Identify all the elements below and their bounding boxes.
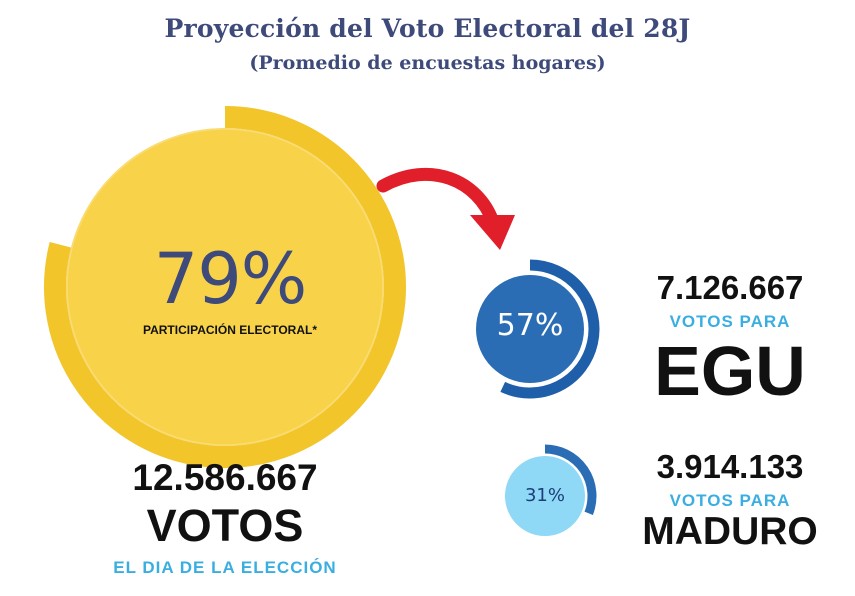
participation-arc (44, 106, 406, 468)
participation-percent: 79% (153, 238, 308, 320)
maduro-disc (505, 456, 585, 536)
maduro-votes: 3.914.133 (656, 448, 804, 485)
total-votes: 12.586.667 (132, 457, 318, 498)
participation-inner-ring (66, 128, 384, 446)
egu-percent: 57% (496, 308, 564, 343)
egu-gauge (476, 259, 600, 399)
participation-gauge (44, 106, 406, 468)
page-title: Proyección del Voto Electoral del 28J (164, 14, 691, 43)
maduro-percent: 31% (524, 485, 565, 506)
participation-disc (66, 128, 384, 446)
election-day-caption: EL DIA DE LA ELECCIÓN (113, 558, 337, 577)
participation-label: PARTICIPACIÓN ELECTORAL* (142, 323, 317, 337)
votes-word: VOTOS (146, 500, 304, 551)
egu-name: EGU (654, 332, 806, 410)
egu-votes-label: VOTOS PARA (669, 312, 791, 331)
maduro-name: MADURO (642, 510, 818, 553)
maduro-gauge (505, 444, 597, 536)
egu-votes: 7.126.667 (656, 269, 804, 306)
egu-disc (476, 275, 584, 383)
curved-arrow-icon (376, 167, 515, 250)
maduro-arc (544, 444, 597, 515)
maduro-votes-label: VOTOS PARA (669, 491, 791, 510)
egu-arc (500, 259, 600, 399)
page-subtitle: (Promedio de encuestas hogares) (249, 52, 606, 74)
